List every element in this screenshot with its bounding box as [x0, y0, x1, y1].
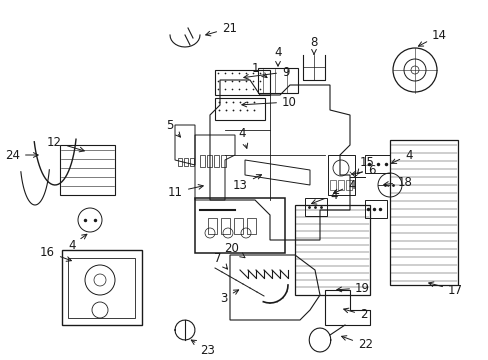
- Text: 15: 15: [357, 156, 374, 174]
- Bar: [215, 98, 264, 120]
- Text: 10: 10: [242, 95, 296, 108]
- Bar: [246, 218, 256, 234]
- Text: 4: 4: [238, 126, 247, 148]
- Text: 12: 12: [47, 135, 84, 152]
- Text: 9: 9: [244, 66, 289, 79]
- Bar: [190, 158, 194, 166]
- Bar: [206, 155, 212, 167]
- Text: 18: 18: [383, 176, 412, 189]
- Text: 23: 23: [191, 340, 214, 356]
- Bar: [389, 140, 457, 285]
- Text: 4: 4: [68, 234, 87, 252]
- Bar: [337, 180, 343, 190]
- Text: 8: 8: [310, 36, 317, 54]
- Bar: [195, 198, 285, 253]
- Text: 19: 19: [336, 282, 369, 294]
- Text: 7: 7: [214, 252, 227, 269]
- Text: 20: 20: [224, 242, 244, 258]
- Text: 21: 21: [205, 22, 237, 36]
- Bar: [234, 218, 243, 234]
- Text: 13: 13: [233, 175, 261, 192]
- Text: 5: 5: [166, 118, 180, 137]
- Text: 4: 4: [391, 149, 412, 163]
- Bar: [207, 218, 217, 234]
- Text: 24: 24: [5, 149, 38, 162]
- Text: 1: 1: [251, 62, 266, 78]
- Bar: [258, 68, 297, 93]
- Bar: [62, 250, 142, 325]
- Text: 2: 2: [343, 308, 367, 321]
- Bar: [215, 70, 269, 95]
- Bar: [60, 145, 115, 195]
- Bar: [329, 180, 335, 190]
- Text: 4: 4: [333, 179, 355, 194]
- Bar: [305, 198, 326, 216]
- Text: 22: 22: [341, 336, 372, 351]
- Bar: [200, 155, 204, 167]
- Bar: [183, 158, 187, 166]
- Bar: [364, 155, 389, 173]
- Bar: [178, 158, 182, 166]
- Bar: [294, 205, 369, 295]
- Text: 6: 6: [351, 163, 375, 176]
- Text: 4: 4: [274, 45, 281, 66]
- Bar: [221, 218, 229, 234]
- Text: 11: 11: [168, 185, 203, 198]
- Text: 3: 3: [220, 290, 238, 305]
- Text: 16: 16: [40, 246, 71, 261]
- Bar: [214, 155, 219, 167]
- Text: 17: 17: [428, 282, 462, 297]
- Text: 14: 14: [418, 28, 446, 46]
- Bar: [221, 155, 225, 167]
- Bar: [346, 180, 351, 190]
- Text: 4: 4: [311, 189, 337, 204]
- Bar: [364, 200, 386, 218]
